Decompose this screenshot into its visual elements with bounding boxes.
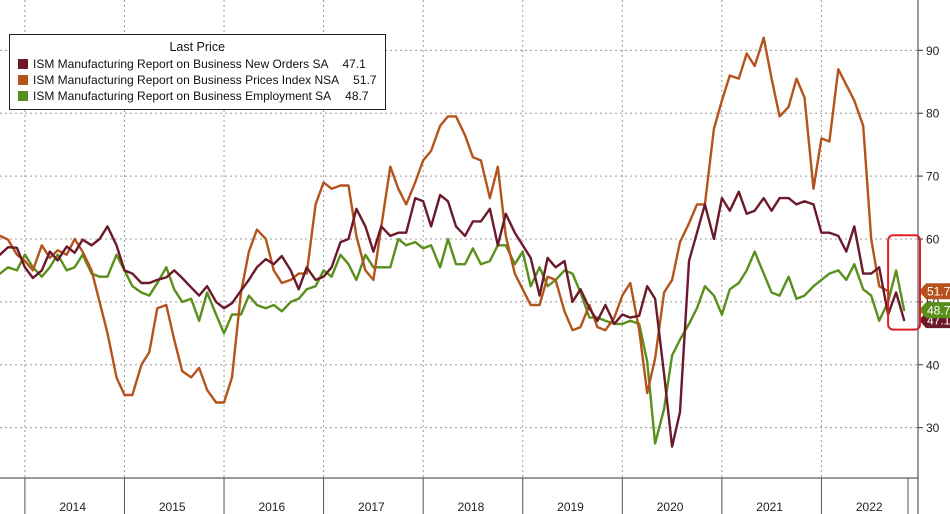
last-value-markers: 47.151.748.7 [919, 283, 950, 329]
legend: Last Price ISM Manufacturing Report on B… [9, 34, 386, 110]
legend-swatch-new-orders [18, 59, 28, 69]
ytick-label-80: 80 [926, 107, 940, 121]
ytick-label-30: 30 [926, 421, 940, 435]
xtick-label-2021: 2021 [756, 500, 783, 514]
xtick-label-2019: 2019 [557, 500, 584, 514]
legend-label-new-orders: ISM Manufacturing Report on Business New… [33, 57, 329, 71]
legend-label-prices: ISM Manufacturing Report on Business Pri… [33, 73, 340, 87]
highlight-box [887, 234, 921, 331]
xtick-label-2020: 2020 [657, 500, 684, 514]
legend-value-new-orders: 47.1 [342, 57, 366, 71]
xtick-label-2018: 2018 [458, 500, 485, 514]
highlight-rect [887, 234, 921, 331]
legend-value-employment: 48.7 [345, 89, 369, 103]
xtick-label-2016: 2016 [258, 500, 285, 514]
ytick-label-60: 60 [926, 233, 940, 247]
xtick-label-2022: 2022 [856, 500, 883, 514]
legend-title: Last Price [169, 40, 226, 54]
series-line-new-orders [0, 190, 906, 448]
ytick-label-70: 70 [926, 170, 940, 184]
last-value-tag-label-prices: 51.7 [927, 285, 950, 299]
legend-value-prices: 51.7 [353, 73, 377, 87]
legend-row-prices: ISM Manufacturing Report on Business Pri… [18, 72, 377, 88]
last-value-tag-prices: 51.7 [919, 283, 950, 300]
series-lines [0, 36, 906, 448]
last-value-tag-bg-employment [919, 302, 950, 319]
last-value-tag-bg-prices [919, 283, 950, 300]
series-line-employment [0, 237, 906, 445]
legend-swatch-prices [18, 75, 28, 85]
xtick-label-2017: 2017 [358, 500, 385, 514]
last-value-tag-label-employment: 48.7 [927, 304, 950, 318]
last-value-tag-employment: 48.7 [919, 302, 950, 319]
series-line-prices [0, 36, 890, 404]
legend-row-new-orders: ISM Manufacturing Report on Business New… [18, 56, 377, 72]
ytick-label-90: 90 [926, 44, 940, 58]
xtick-label-2014: 2014 [59, 500, 86, 514]
legend-swatch-employment [18, 91, 28, 101]
xtick-label-2015: 2015 [159, 500, 186, 514]
ytick-label-40: 40 [926, 358, 940, 372]
legend-row-employment: ISM Manufacturing Report on Business Emp… [18, 88, 377, 104]
legend-label-employment: ISM Manufacturing Report on Business Emp… [33, 89, 332, 103]
